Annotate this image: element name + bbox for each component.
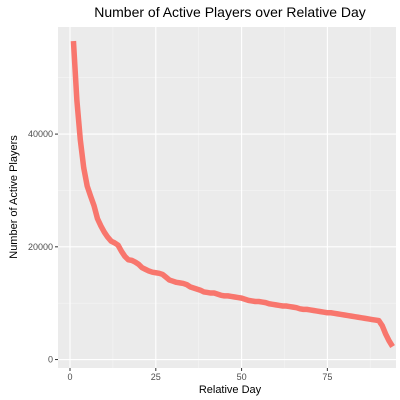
series-line-0 bbox=[70, 40, 395, 349]
y-tick-label: 20000 bbox=[28, 242, 53, 252]
plot-panel bbox=[58, 27, 396, 368]
y-axis: 0 20000 40000 bbox=[28, 129, 58, 365]
x-tick-label: 50 bbox=[237, 372, 247, 382]
x-tick-label: 75 bbox=[322, 372, 332, 382]
x-axis-title: Relative Day bbox=[199, 384, 262, 396]
y-axis-title: Number of Active Players bbox=[8, 135, 20, 259]
series-layer bbox=[70, 40, 395, 349]
y-tick-label: 40000 bbox=[28, 129, 53, 139]
minor-gridlines bbox=[58, 27, 396, 368]
y-tick-label: 0 bbox=[48, 355, 53, 365]
x-tick-label: 25 bbox=[151, 372, 161, 382]
x-tick-label: 0 bbox=[68, 372, 73, 382]
chart-title: Number of Active Players over Relative D… bbox=[94, 4, 366, 20]
x-axis: 0 25 50 75 bbox=[68, 368, 332, 382]
